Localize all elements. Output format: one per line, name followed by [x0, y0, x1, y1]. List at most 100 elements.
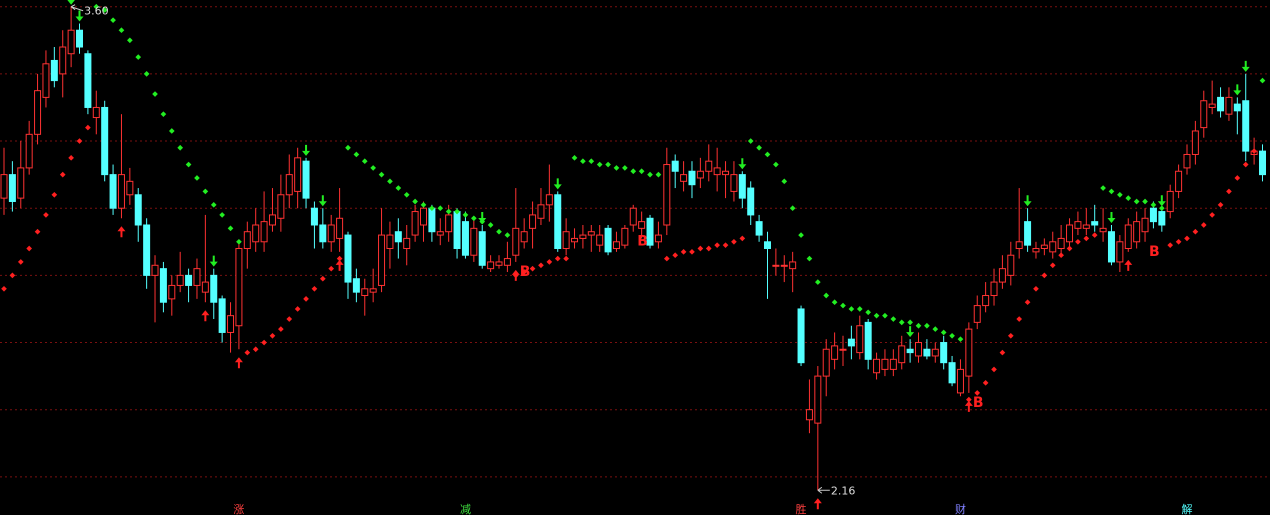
sar-dot — [789, 205, 796, 212]
candle-body — [193, 268, 201, 286]
candle-body — [822, 348, 830, 377]
sar-dot — [504, 232, 511, 238]
candle-body — [394, 231, 402, 243]
sar-dot — [1226, 188, 1232, 195]
candle-body — [503, 258, 511, 266]
candle-body — [805, 409, 813, 421]
sar-dot — [395, 185, 402, 191]
sar-dot — [261, 339, 267, 346]
sar-dot — [1251, 148, 1257, 154]
candle-body — [1141, 217, 1149, 233]
sar-dot — [856, 306, 863, 312]
candle-body — [1242, 100, 1250, 152]
candle-body — [864, 321, 872, 360]
candle-body — [1259, 150, 1266, 176]
sell-arrow — [318, 195, 327, 207]
candle-body — [604, 227, 612, 253]
sar-dot — [756, 144, 762, 151]
candle-body — [1233, 103, 1241, 112]
candle-body — [461, 221, 469, 256]
sar-dot — [194, 175, 200, 181]
sell-arrow — [1107, 211, 1116, 223]
candle-body — [134, 194, 142, 226]
sar-dot — [1100, 185, 1106, 191]
sar-dot — [437, 205, 444, 212]
candle-body — [1191, 130, 1199, 155]
candle-body — [25, 133, 33, 169]
buy-arrow — [1124, 259, 1133, 271]
sar-dot — [1200, 222, 1207, 228]
candle-body — [470, 227, 478, 256]
candle-body — [143, 224, 151, 276]
sell-arrow — [738, 158, 747, 170]
candle-body — [998, 268, 1006, 283]
candle-body — [814, 375, 822, 424]
sar-dot — [1049, 262, 1056, 269]
candle-body — [268, 214, 276, 226]
sar-dot — [118, 27, 125, 34]
sar-dot — [1125, 195, 1132, 201]
candle-body — [579, 234, 587, 239]
candle-body — [713, 167, 721, 176]
candle-body — [445, 214, 453, 233]
sar-dot — [420, 202, 427, 208]
candle-body — [671, 160, 679, 172]
sar-dot — [538, 262, 544, 269]
candle-body — [1124, 224, 1132, 249]
sar-dot — [160, 111, 167, 118]
sar-dot — [940, 329, 947, 336]
candle-body — [763, 241, 771, 249]
candle-body — [277, 194, 285, 219]
sar-dot — [764, 151, 771, 158]
candle-body — [218, 298, 226, 333]
candle-body — [1208, 103, 1216, 108]
candle-body — [243, 231, 251, 249]
sar-dot — [412, 198, 418, 205]
sar-dot — [1117, 191, 1123, 198]
candle-body — [696, 170, 704, 179]
candle-body — [1074, 221, 1082, 229]
bottom-marker: 减 — [460, 503, 471, 515]
candle-body — [478, 231, 486, 266]
candle-body — [285, 174, 293, 196]
b-mark: B — [637, 234, 648, 250]
candle-body — [1158, 211, 1166, 226]
candle-body — [688, 170, 696, 186]
sar-dot — [177, 144, 184, 151]
candle-body — [906, 348, 914, 354]
sar-dot — [236, 238, 242, 245]
sar-dot — [815, 279, 821, 285]
candle-body — [512, 227, 520, 256]
candle-body — [1066, 224, 1074, 243]
sar-dot — [168, 128, 175, 134]
sar-dot — [26, 245, 32, 252]
sar-dot — [303, 296, 309, 302]
sar-dot — [353, 151, 360, 158]
bottom-marker: 涨 — [233, 503, 244, 515]
candle-body — [185, 274, 193, 286]
sar-dot — [1184, 235, 1190, 242]
sar-dot — [1108, 188, 1115, 195]
sar-dot — [462, 212, 469, 218]
candle-body — [596, 234, 604, 246]
sar-dot — [999, 349, 1006, 356]
candle-body — [1175, 170, 1183, 192]
candle-body — [705, 160, 713, 172]
buy-arrow — [201, 310, 210, 322]
candle-body — [411, 211, 419, 236]
candle-body — [386, 234, 394, 249]
sar-dot — [831, 299, 838, 306]
candle-body — [252, 224, 260, 243]
sar-dot — [622, 165, 628, 171]
candle-body — [109, 174, 117, 209]
candle-body — [520, 231, 528, 243]
sar-dot — [1217, 202, 1224, 208]
sar-dot — [949, 332, 955, 339]
candle-body — [310, 207, 318, 226]
sell-arrow — [209, 255, 218, 267]
sar-dot — [672, 252, 679, 259]
candle-body — [948, 362, 956, 384]
sar-dot — [974, 390, 981, 396]
high-pointer — [70, 4, 84, 12]
sar-dot — [1075, 238, 1081, 245]
